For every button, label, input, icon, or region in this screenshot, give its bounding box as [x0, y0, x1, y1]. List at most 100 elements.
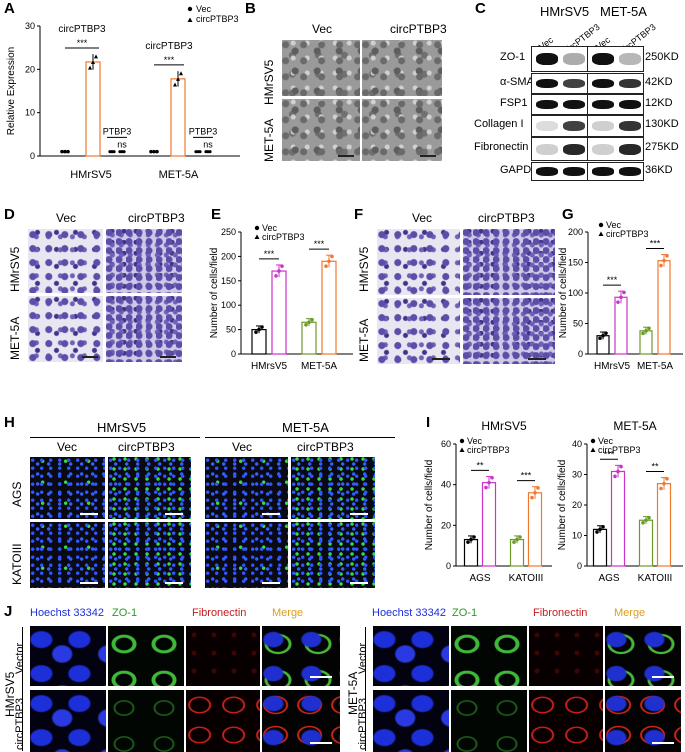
data-point-circ [88, 65, 92, 70]
y-tick-label: 10 [25, 108, 35, 118]
bar-circ [85, 61, 101, 157]
h-scale-bar [165, 582, 183, 584]
h-row-katoiii: KATOIII [10, 543, 24, 585]
sig-label: *** [521, 471, 532, 481]
d-col-circ: circPTBP3 [128, 211, 185, 225]
h-group-met5a: MET-5A [282, 420, 329, 435]
data-point-circ [613, 474, 617, 479]
data-point-circ [176, 76, 180, 81]
b-col-vec: Vec [312, 22, 333, 36]
h-fluo-ags-met5a-circ [291, 457, 375, 519]
f-scale-bar [432, 358, 450, 360]
b-col-circ: circPTBP3 [390, 22, 447, 36]
y-tick-label: 0 [446, 561, 451, 571]
f-micrograph-met5a-circ [463, 298, 555, 364]
data-point-circ [490, 475, 494, 480]
h-fluo-kato-met5a-circ [291, 522, 375, 588]
data-point-vec [604, 331, 608, 335]
panel-label-g: G [562, 206, 574, 223]
c-band [619, 121, 641, 131]
j-scale-bar [310, 676, 332, 678]
j-left-bracket [22, 627, 23, 751]
data-point-vec [66, 149, 70, 154]
y-tick-label: 60 [441, 439, 451, 449]
data-point-circ [94, 54, 98, 59]
data-point-ptbp3-circ [208, 150, 212, 154]
y-tick-label: 100 [568, 288, 583, 298]
data-point-circ [277, 269, 281, 273]
c-blot-strip [587, 137, 644, 161]
data-point-vec [512, 540, 516, 544]
data-point-vec [472, 535, 476, 539]
panel-label-i: I [426, 414, 431, 431]
j-scale-bar [310, 742, 332, 744]
y-tick-label: 0 [231, 349, 236, 359]
data-point-vec [63, 149, 67, 154]
data-point-vec [641, 521, 645, 525]
sig-label: *** [314, 239, 325, 249]
y-tick-label: 150 [221, 276, 236, 286]
data-point-vec [257, 327, 261, 332]
x-tick-label: AGS [598, 573, 619, 584]
legend-marker-vec [459, 438, 465, 444]
legend-marker-circ [187, 17, 193, 22]
c-band [563, 121, 585, 131]
y-axis-label: Number of cells/field [424, 460, 435, 551]
data-point-circ [536, 486, 540, 490]
c-protein-label: GAPDH [500, 163, 540, 176]
f-scale-bar [528, 358, 546, 360]
bar-vec [463, 538, 479, 567]
y-tick-label: 0 [577, 561, 582, 571]
c-blot-strip [531, 115, 589, 137]
data-point-circ [659, 486, 663, 491]
j-stain-header: Fibronectin [192, 607, 247, 619]
circ-label: circPTBP3 [58, 24, 106, 35]
data-point-circ [616, 300, 620, 304]
data-point-vec [601, 525, 605, 529]
j-hmrsv5-circ-zo1 [108, 690, 184, 752]
y-tick-label: 150 [568, 258, 583, 268]
h-col-circ-1: circPTBP3 [118, 440, 175, 454]
panel-label-d: D [4, 206, 15, 223]
legend-marker-vec [187, 6, 193, 12]
sig-label: *** [164, 55, 175, 65]
panel-label-c: C [475, 0, 486, 17]
x-tick-label: MET-5A [301, 361, 337, 372]
j-met5a-circ-zo1 [451, 690, 527, 752]
c-band [592, 99, 614, 110]
f-row-hmrsv5: HMrSV5 [357, 246, 371, 292]
j-stain-header: ZO-1 [452, 607, 478, 619]
data-point-circ [179, 71, 183, 76]
j-stain-header: Merge [272, 607, 304, 619]
bar-vec [638, 519, 654, 567]
d-micrograph-met5a-circ [106, 296, 182, 362]
h-scale-bar [262, 582, 280, 584]
c-size-label: 12KD [645, 96, 673, 109]
chart-e-cells-per-field: 0 50 100 150 200 250 Number of cells/field Vecc… [209, 223, 353, 372]
chart-title: HMrSV5 [481, 419, 527, 433]
panel-label-e: E [211, 206, 222, 223]
chart-title: MET-5A [613, 419, 656, 433]
c-protein-label: α-SMA [500, 75, 534, 88]
c-band [536, 167, 558, 176]
legend-marker-vec [254, 225, 260, 231]
x-tick-label: MET-5A [637, 361, 673, 372]
bar-vec [592, 528, 608, 567]
data-point-circ [330, 254, 334, 259]
data-point-circ [616, 469, 620, 474]
panel-label-h: H [4, 414, 15, 431]
x-tick-label: KATOIII [638, 573, 673, 584]
y-tick-label: 20 [441, 520, 451, 530]
j-left-row-circ: circPTBP3 [14, 698, 26, 750]
legend-label-vec: Vec [262, 223, 278, 233]
j-met5a-vector-zo1 [451, 626, 527, 686]
chart-i-hmrsv5: 0 20 40 60 Number of cells/field HMrSV5 Veccir… [424, 419, 552, 584]
legend-marker-vec [598, 222, 604, 228]
b-row-hmrsv5: HMrSV5 [262, 59, 276, 105]
bar-circ [657, 260, 671, 355]
c-band [619, 143, 641, 155]
data-point-circ [484, 485, 488, 490]
sig-label: ** [651, 461, 659, 471]
c-size-label: 42KD [645, 75, 673, 88]
c-protein-label: Collagen I [474, 118, 524, 130]
